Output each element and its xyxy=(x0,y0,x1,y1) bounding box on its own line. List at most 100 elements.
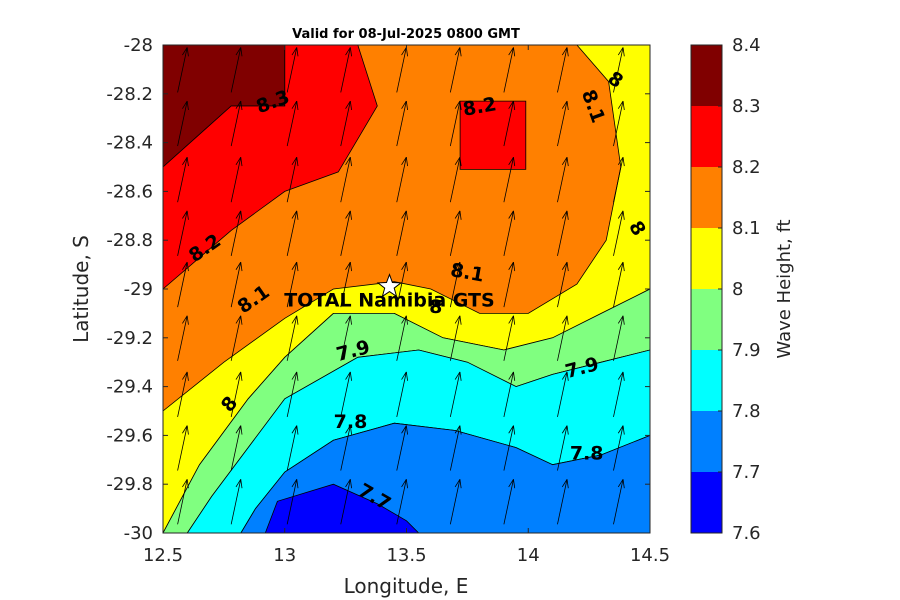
colorbar-tick-label: 7.9 xyxy=(732,340,761,361)
wave-vector-arrow xyxy=(557,100,569,147)
station-star-icon xyxy=(376,273,403,298)
wave-vector-arrow xyxy=(230,479,243,525)
wave-vector-arrow xyxy=(557,210,569,256)
x-tick-label: 12.5 xyxy=(143,545,183,566)
colorbar-swatch xyxy=(691,472,722,533)
wave-vector-arrow xyxy=(177,156,189,203)
y-tick-label: -29.2 xyxy=(106,328,153,349)
wave-vector-arrow xyxy=(396,210,408,256)
wave-vector-arrow xyxy=(396,261,408,308)
contour-region-8.2-1 xyxy=(163,45,378,290)
wave-vector-arrow xyxy=(557,425,569,471)
colorbar-tick-label: 8.4 xyxy=(732,35,761,56)
wave-vector-arrow xyxy=(503,425,516,471)
contour-label: 8 xyxy=(429,296,442,318)
axes-layer: 12.5 13 13.5 14 14.5 -28 -28.2 -28.4 -28.6 -28.8 -… xyxy=(106,35,670,566)
x-tick-label: 13.5 xyxy=(386,545,426,566)
y-tick-label: -29 xyxy=(124,279,153,300)
wave-vector-arrow xyxy=(557,479,569,525)
wave-vector-arrow xyxy=(286,261,299,308)
wave-vector-arrow xyxy=(230,156,243,203)
wave-vector-arrow xyxy=(613,210,625,256)
colorbar-tick-label: 7.8 xyxy=(732,401,761,422)
y-tick-label: -28 xyxy=(124,35,153,56)
y-tick-label: -29.8 xyxy=(106,474,153,495)
contour-label: 7.8 xyxy=(570,442,604,464)
wave-vector-arrow xyxy=(177,425,189,471)
colorbar-tick-label: 7.7 xyxy=(732,462,761,483)
wave-vector-arrow xyxy=(557,261,569,308)
wave-vector-arrow xyxy=(557,315,569,361)
wave-vector-arrow xyxy=(340,156,352,203)
wave-vector-arrow xyxy=(396,156,408,203)
wave-direction-vectors xyxy=(177,47,625,525)
wave-vector-arrow xyxy=(503,261,516,308)
wave-vector-arrow xyxy=(177,210,189,256)
wave-vector-arrow xyxy=(449,100,462,147)
wave-vector-arrow xyxy=(613,479,625,525)
wave-vector-arrow xyxy=(177,100,189,147)
wave-vector-arrow xyxy=(286,479,299,525)
wave-vector-arrow xyxy=(396,479,408,525)
wave-vector-arrow xyxy=(449,156,462,203)
y-tick-label: -28.4 xyxy=(106,133,153,154)
wave-vector-arrow xyxy=(177,47,189,93)
wave-vector-arrow xyxy=(340,100,352,147)
colorbar-swatch xyxy=(691,350,722,411)
wave-vector-arrow xyxy=(396,371,408,418)
wave-vector-arrow xyxy=(613,47,625,93)
wave-vector-arrow xyxy=(449,315,462,361)
colorbar-tick-label: 8.2 xyxy=(732,157,761,178)
colorbar-tick-label: 7.6 xyxy=(732,523,761,544)
wave-vector-arrow xyxy=(557,156,569,203)
colorbar-tick-label: 8.3 xyxy=(732,96,761,117)
wave-vector-arrow xyxy=(286,47,299,93)
filled-contour-layer xyxy=(163,45,650,533)
y-tick-label: -28.2 xyxy=(106,84,153,105)
colorbar-label: Wave Height, ft xyxy=(774,219,795,358)
y-tick-label: -28.8 xyxy=(106,230,153,251)
chart-title: Valid for 08-Jul-2025 0800 GMT xyxy=(292,27,520,42)
x-axis-label: Longitude, E xyxy=(344,574,469,598)
wave-vector-arrow xyxy=(503,47,516,93)
wave-vector-arrow xyxy=(449,47,462,93)
wave-vector-arrow xyxy=(340,210,352,256)
wave-vector-arrow xyxy=(286,315,299,361)
wave-vector-arrow xyxy=(230,100,243,147)
y-tick-label: -28.6 xyxy=(106,181,153,202)
wave-vector-arrow xyxy=(340,479,352,525)
wave-vector-arrow xyxy=(177,479,189,525)
wave-vector-arrow xyxy=(613,100,625,147)
wave-vector-arrow xyxy=(286,210,299,256)
contour-label: 7.8 xyxy=(334,411,368,433)
station-label: TOTAL Namibia GTS xyxy=(284,290,495,312)
wave-vector-arrow xyxy=(613,261,625,308)
wave-vector-arrow xyxy=(340,371,352,418)
wave-vector-arrow xyxy=(230,425,243,471)
wave-vector-arrow xyxy=(449,371,462,418)
wave-vector-arrow xyxy=(396,425,408,471)
wave-vector-arrow xyxy=(613,371,625,418)
colorbar-swatch xyxy=(691,106,722,167)
wave-vector-arrow xyxy=(503,100,516,147)
wave-vector-arrow xyxy=(613,315,625,361)
wave-vector-arrow xyxy=(230,210,243,256)
wave-vector-arrow xyxy=(503,156,516,203)
wave-vector-arrow xyxy=(340,47,352,93)
wave-vector-arrow xyxy=(449,479,462,525)
wave-vector-arrow xyxy=(340,261,352,308)
wave-vector-arrow xyxy=(449,210,462,256)
wave-vector-arrow xyxy=(396,100,408,147)
wave-vector-arrow xyxy=(230,47,243,93)
wave-vector-arrow xyxy=(396,315,408,361)
wave-vector-arrow xyxy=(503,371,516,418)
wave-vector-arrow xyxy=(286,100,299,147)
wave-vector-arrow xyxy=(230,315,243,361)
wave-vector-arrow xyxy=(503,210,516,256)
colorbar-swatch xyxy=(691,228,722,289)
wave-vector-arrow xyxy=(613,425,625,471)
wave-vector-arrow xyxy=(557,371,569,418)
wave-vector-arrow xyxy=(340,315,352,361)
colorbar-tick-label: 8 xyxy=(732,279,743,300)
